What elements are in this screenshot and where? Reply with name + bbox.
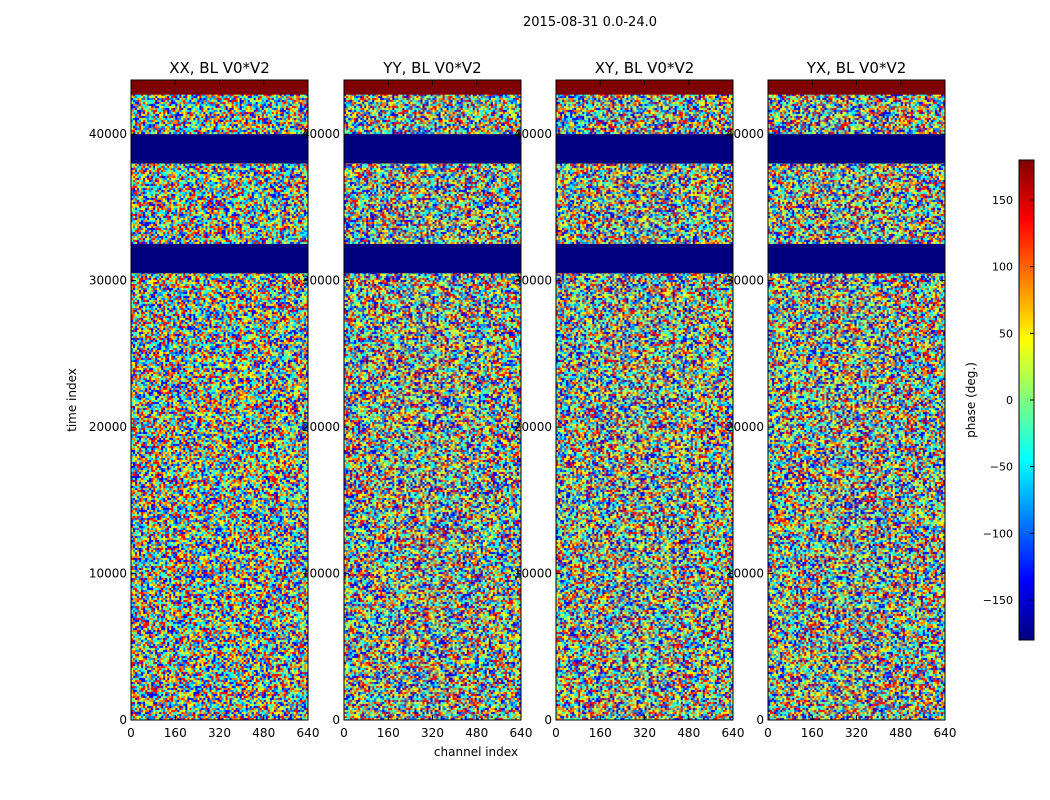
x-tick-label: 0 xyxy=(127,726,135,740)
x-tick-label: 640 xyxy=(510,726,533,740)
y-tick-label: 30000 xyxy=(89,274,127,288)
colorbar-tick-label: −100 xyxy=(983,527,1013,540)
panel-title: YY, BL V0*V2 xyxy=(382,59,481,77)
masked-band xyxy=(556,244,733,274)
y-tick-label: 40000 xyxy=(302,127,340,141)
x-tick-label: 0 xyxy=(340,726,348,740)
panel: XX, BL V0*V2 0 160 320 480 640 0 10000 20000 3000… xyxy=(89,59,320,740)
phase-heatmap-image xyxy=(768,80,945,720)
masked-band xyxy=(768,244,945,274)
x-tick-label: 0 xyxy=(764,726,772,740)
phase-heatmap-image xyxy=(556,80,733,720)
masked-band xyxy=(556,134,733,164)
masked-band xyxy=(131,244,308,274)
y-axis-label: time index xyxy=(65,368,79,432)
y-tick-label: 20000 xyxy=(89,420,127,434)
y-tick-label: 40000 xyxy=(89,127,127,141)
x-tick-label: 480 xyxy=(252,726,275,740)
x-tick-label: 320 xyxy=(633,726,656,740)
y-tick-label: 40000 xyxy=(726,127,764,141)
colorbar-label: phase (deg.) xyxy=(964,362,978,438)
x-tick-label: 320 xyxy=(208,726,231,740)
y-tick-label: 20000 xyxy=(726,420,764,434)
y-tick-label: 40000 xyxy=(514,127,552,141)
masked-band xyxy=(131,134,308,164)
y-tick-label: 10000 xyxy=(726,567,764,581)
y-tick-label: 0 xyxy=(332,713,340,727)
x-tick-label: 480 xyxy=(465,726,488,740)
x-tick-label: 160 xyxy=(377,726,400,740)
panel-title: XY, BL V0*V2 xyxy=(595,59,695,77)
masked-band xyxy=(344,134,521,164)
panel: YX, BL V0*V2 0 160 320 480 640 0 10000 20000 3000… xyxy=(726,59,957,740)
x-tick-label: 320 xyxy=(845,726,868,740)
x-tick-label: 160 xyxy=(589,726,612,740)
colorbar-tick-label: 150 xyxy=(992,194,1013,207)
panel-title: XX, BL V0*V2 xyxy=(169,59,270,77)
y-tick-label: 30000 xyxy=(726,274,764,288)
panel: XY, BL V0*V2 0 160 320 480 640 0 10000 20000 3000… xyxy=(514,59,745,740)
x-tick-label: 320 xyxy=(421,726,444,740)
colorbar-tick-label: 100 xyxy=(992,261,1013,274)
y-tick-label: 30000 xyxy=(302,274,340,288)
masked-band xyxy=(768,134,945,164)
colorbar-tick-label: 50 xyxy=(999,327,1013,340)
y-tick-label: 20000 xyxy=(514,420,552,434)
x-tick-label: 160 xyxy=(164,726,187,740)
x-tick-label: 480 xyxy=(677,726,700,740)
x-axis-label: channel index xyxy=(434,745,518,759)
panel: YY, BL V0*V2 0 160 320 480 640 0 10000 20000 3000… xyxy=(302,59,533,740)
x-tick-label: 640 xyxy=(297,726,320,740)
y-tick-label: 10000 xyxy=(89,567,127,581)
x-tick-label: 0 xyxy=(552,726,560,740)
x-tick-label: 640 xyxy=(934,726,957,740)
phase-heatmap-image xyxy=(344,80,521,720)
y-tick-label: 0 xyxy=(119,713,127,727)
y-tick-label: 0 xyxy=(544,713,552,727)
y-tick-label: 20000 xyxy=(302,420,340,434)
figure-title: 2015-08-31 0.0-24.0 xyxy=(523,15,657,30)
colorbar-tick-label: 0 xyxy=(1006,394,1013,407)
masked-band xyxy=(344,244,521,274)
x-tick-label: 480 xyxy=(889,726,912,740)
x-tick-label: 640 xyxy=(722,726,745,740)
y-tick-label: 0 xyxy=(756,713,764,727)
y-tick-label: 10000 xyxy=(514,567,552,581)
colorbar-tick-label: −50 xyxy=(990,461,1013,474)
y-tick-label: 10000 xyxy=(302,567,340,581)
phase-heatmap-image xyxy=(131,80,308,720)
x-tick-label: 160 xyxy=(801,726,824,740)
y-tick-label: 30000 xyxy=(514,274,552,288)
panel-title: YX, BL V0*V2 xyxy=(806,59,907,77)
colorbar-tick-label: −150 xyxy=(983,594,1013,607)
